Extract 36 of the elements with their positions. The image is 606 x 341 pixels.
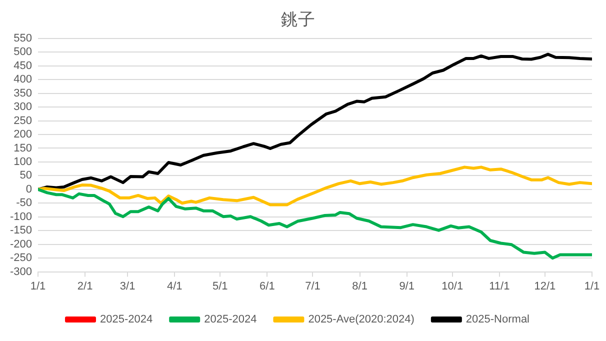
x-tick-label: 7/1	[305, 280, 320, 292]
y-tick-label: -150	[10, 224, 32, 237]
y-tick-label: 0	[26, 183, 32, 196]
x-tick-label: 11/1	[489, 280, 510, 292]
y-tick-label: 300	[14, 101, 32, 114]
y-tick-label: 200	[14, 128, 32, 141]
x-tick-label: 3/1	[120, 280, 136, 292]
y-tick-label: -300	[10, 266, 32, 278]
y-tick-label: 400	[14, 74, 32, 86]
x-tick-label: 5/1	[212, 280, 228, 292]
y-tick-label: 100	[14, 156, 32, 168]
y-tick-label: -100	[10, 210, 32, 223]
legend-label: 2025-Normal	[466, 314, 530, 326]
x-tick-label: 8/1	[352, 280, 368, 292]
x-tick-label: 1/1	[584, 280, 600, 292]
legend-label: 2025-2024	[100, 314, 153, 326]
x-tick-label: 1/1	[30, 280, 46, 292]
y-tick-label: 250	[14, 114, 32, 127]
x-tick-label: 6/1	[260, 280, 275, 292]
y-tick-label: -250	[10, 252, 32, 264]
x-tick-label: 4/1	[166, 280, 182, 292]
x-tick-label: 2/1	[77, 280, 93, 292]
legend-label: 2025-Ave(2020:2024)	[308, 314, 414, 326]
x-tick-label: 9/1	[399, 280, 414, 292]
y-tick-label: 450	[14, 60, 32, 72]
y-tick-label: 150	[14, 142, 32, 154]
y-tick-label: 550	[14, 32, 32, 44]
y-tick-label: 350	[14, 87, 32, 100]
y-tick-label: -50	[16, 197, 32, 210]
x-tick-label: 12/1	[534, 280, 556, 292]
x-tick-label: 10/1	[442, 280, 464, 292]
y-tick-label: 500	[14, 46, 32, 58]
y-tick-label: -200	[10, 238, 32, 250]
legend-label: 2025-2024	[204, 314, 257, 326]
chart-title: 銚子	[281, 10, 315, 29]
y-tick-label: 50	[20, 170, 32, 182]
